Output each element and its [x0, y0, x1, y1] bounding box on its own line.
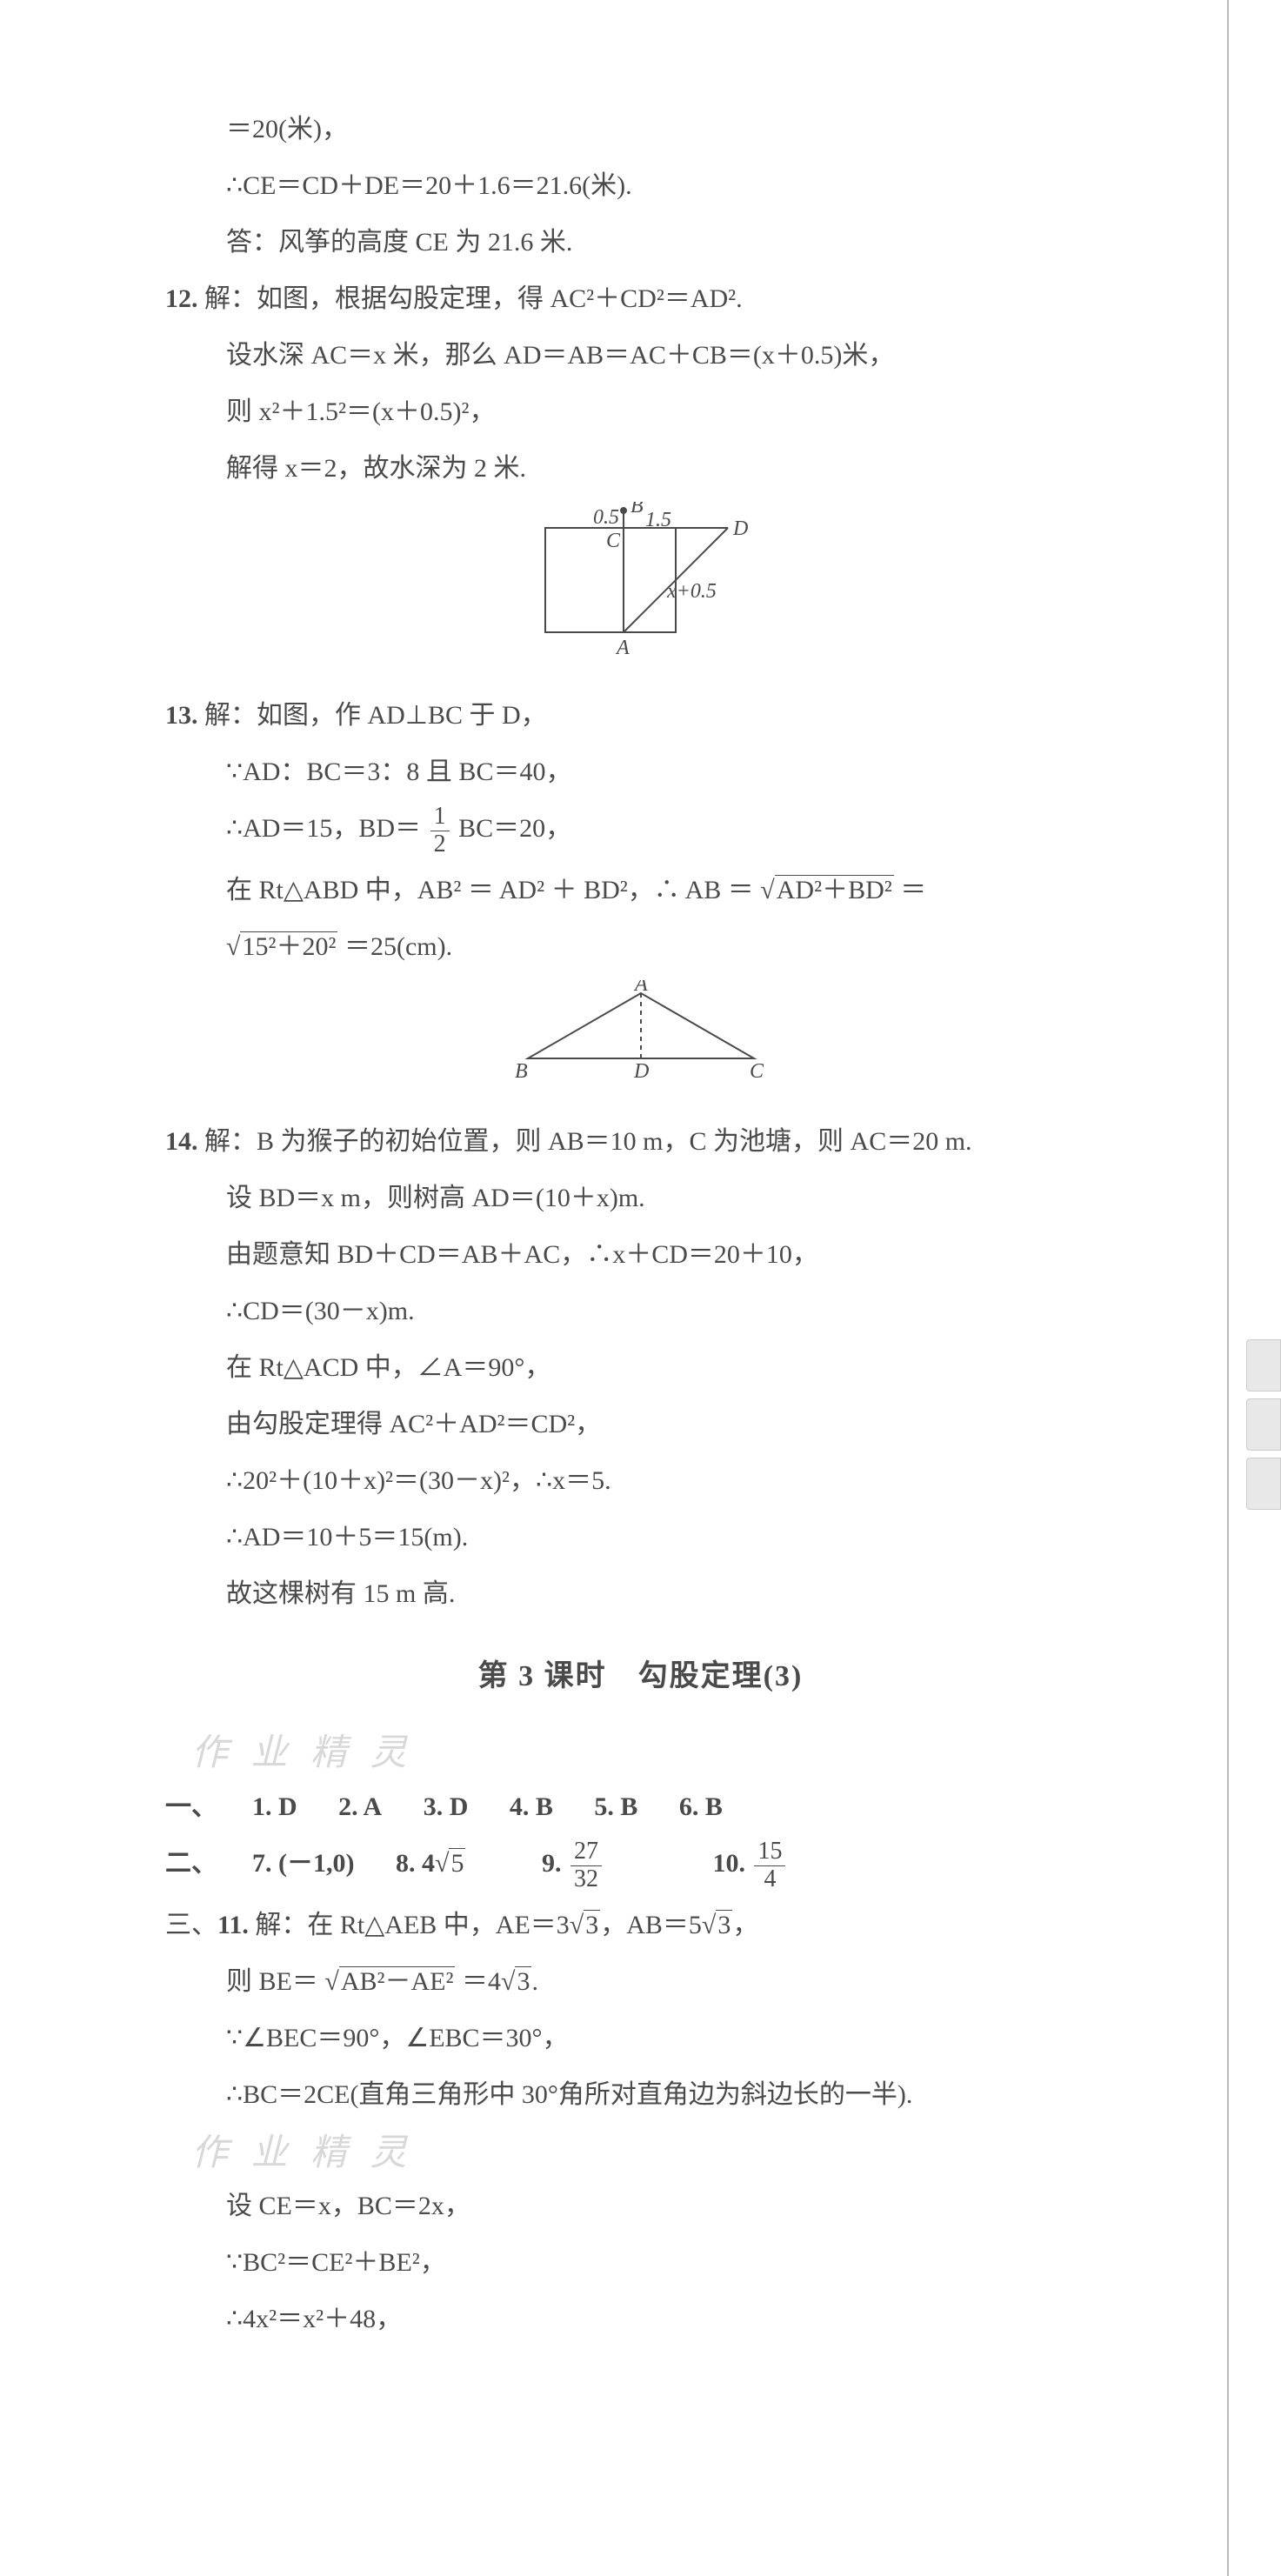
question-number: 12.	[165, 284, 198, 313]
page-right-border	[1227, 0, 1229, 2576]
text-line: ∴CD＝(30－x)m.	[165, 1286, 1116, 1336]
text-line: ∴AD＝10＋5＝15(m).	[165, 1512, 1116, 1562]
text: 在 Rt△ABD 中，AB² ＝ AD² ＋ BD²，∴ AB ＝	[226, 876, 760, 904]
text-line: 在 Rt△ABD 中，AB² ＝ AD² ＋ BD²，∴ AB ＝ √AD²＋B…	[165, 865, 1116, 915]
question-number: 14.	[165, 1127, 198, 1156]
side-tab	[1246, 1458, 1281, 1510]
text: 解：B 为猴子的初始位置，则 AB＝10 m，C 为池塘，则 AC＝20 m.	[204, 1127, 972, 1156]
text-line: 设水深 AC＝x 米，那么 AD＝AB＝AC＋CB＝(x＋0.5)米，	[165, 330, 1116, 380]
question-13: 13. 解：如图，作 AD⊥BC 于 D，	[165, 691, 1116, 740]
label-A: A	[633, 980, 648, 996]
answer: 1. D	[252, 1792, 297, 1821]
row-label: 三、	[165, 1911, 217, 1939]
text-line: ∵∠BEC＝90°，∠EBC＝30°，	[165, 2013, 1116, 2063]
question-number: 11.	[217, 1911, 249, 1939]
label-15: 1.5	[645, 509, 671, 531]
sqrt: 3	[584, 1910, 600, 1939]
text-line: 在 Rt△ACD 中，∠A＝90°，	[165, 1343, 1116, 1392]
label-B: B	[515, 1060, 528, 1083]
answer: 6. B	[679, 1792, 723, 1821]
diagram-2: A B D C	[165, 980, 1116, 1101]
text: ∴AD＝15，BD＝	[226, 814, 421, 843]
diagram-1: B 0.5 1.5 D C x+0.5 A	[165, 502, 1116, 675]
text-line: 则 x²＋1.5²＝(x＋0.5)²，	[165, 387, 1116, 437]
question-number: 13.	[165, 701, 198, 730]
label-C: C	[750, 1060, 764, 1083]
side-tab	[1246, 1398, 1281, 1451]
watermark: 作 业 精 灵	[191, 2119, 1116, 2189]
answer-row-1: 一、 1. D 2. A 3. D 4. B 5. B 6. B	[165, 1782, 1116, 1832]
text: ，	[732, 1911, 758, 1939]
text-line: 设 CE＝x，BC＝2x，	[165, 2181, 1116, 2231]
watermark: 作 业 精 灵	[191, 1719, 1116, 1789]
text-line: ∴AD＝15，BD＝ 1 2 BC＝20，	[165, 804, 1116, 858]
text-line: 故这棵树有 15 m 高.	[165, 1569, 1116, 1618]
sqrt: AB²－AE²	[339, 1966, 456, 1996]
sqrt: 3	[515, 1966, 531, 1996]
text: 解：如图，作 AD⊥BC 于 D，	[204, 701, 547, 730]
text: ，AB＝5	[600, 1911, 702, 1939]
answer-row-2: 二、 7. (－1,0) 8. 4√5 9. 2732 10. 154	[165, 1839, 1116, 1893]
question-14: 14. 解：B 为猴子的初始位置，则 AB＝10 m，C 为池塘，则 AC＝20…	[165, 1117, 1116, 1166]
text-line: ∵BC²＝CE²＋BE²，	[165, 2238, 1116, 2287]
question-11: 三、11. 解：在 Rt△AEB 中，AE＝3√3，AB＝5√3，	[165, 1900, 1116, 1950]
answer: 8. 4√5	[396, 1849, 500, 1878]
text-line: 则 BE＝ √AB²－AE² ＝4√3.	[165, 1957, 1116, 2006]
label-B: B	[630, 502, 644, 517]
text: 则 BE＝	[226, 1967, 324, 1996]
text: 解：如图，根据勾股定理，得 AC²＋CD²＝AD².	[204, 284, 743, 313]
section-title: 第 3 课时 勾股定理(3)	[165, 1649, 1116, 1705]
fraction: 1 2	[430, 804, 450, 858]
text-line: ∴20²＋(10＋x)²＝(30－x)²，∴x＝5.	[165, 1456, 1116, 1505]
label-D: D	[633, 1060, 649, 1083]
text: BC＝20，	[458, 814, 571, 843]
question-12: 12. 解：如图，根据勾股定理，得 AC²＋CD²＝AD².	[165, 274, 1116, 324]
text: ＝4	[455, 1967, 501, 1996]
text: .	[531, 1967, 538, 1996]
text-line: ∴CE＝CD＋DE＝20＋1.6＝21.6(米).	[165, 161, 1116, 210]
row-label: 二、	[165, 1849, 217, 1878]
text-line: 设 BD＝x m，则树高 AD＝(10＋x)m.	[165, 1173, 1116, 1223]
answer: 3. D	[424, 1792, 469, 1821]
answer: 5. B	[594, 1792, 637, 1821]
denominator: 2	[430, 831, 450, 858]
text-line: ＝20(米)，	[165, 104, 1116, 154]
text: ＝25(cm).	[344, 932, 452, 961]
text-line: 由勾股定理得 AC²＋AD²＝CD²，	[165, 1399, 1116, 1449]
label-D: D	[732, 517, 748, 540]
text-line: √15²＋20² ＝25(cm).	[165, 922, 1116, 971]
answer: 10. 154	[712, 1849, 855, 1878]
text-line: 答：风筝的高度 CE 为 21.6 米.	[165, 217, 1116, 267]
label-hyp: x+0.5	[666, 580, 717, 603]
answer: 9. 2732	[542, 1849, 671, 1878]
label-A: A	[615, 637, 630, 658]
row-label: 一、	[165, 1792, 217, 1821]
label-05: 0.5	[593, 506, 619, 529]
side-tabs	[1246, 1339, 1281, 1517]
text-line: 解得 x＝2，故水深为 2 米.	[165, 444, 1116, 493]
text: ＝	[900, 876, 926, 904]
answer: 7. (－1,0)	[252, 1849, 354, 1878]
side-tab	[1246, 1339, 1281, 1391]
text-line: ∵AD：BC＝3：8 且 BC＝40，	[165, 747, 1116, 797]
text: 解：在 Rt△AEB 中，AE＝3	[255, 1911, 569, 1939]
label-C: C	[606, 530, 621, 552]
sqrt: 3	[716, 1910, 732, 1939]
answer: 4. B	[510, 1792, 553, 1821]
text-line: 由题意知 BD＋CD＝AB＋AC，∴x＋CD＝20＋10，	[165, 1230, 1116, 1279]
text-line: ∴4x²＝x²＋48，	[165, 2294, 1116, 2344]
answer: 2. A	[338, 1792, 382, 1821]
sqrt: 15²＋20²	[240, 931, 337, 961]
numerator: 1	[430, 804, 450, 831]
text-line: ∴BC＝2CE(直角三角形中 30°角所对直角边为斜边长的一半).	[165, 2070, 1116, 2119]
sqrt: AD²＋BD²	[775, 875, 894, 904]
